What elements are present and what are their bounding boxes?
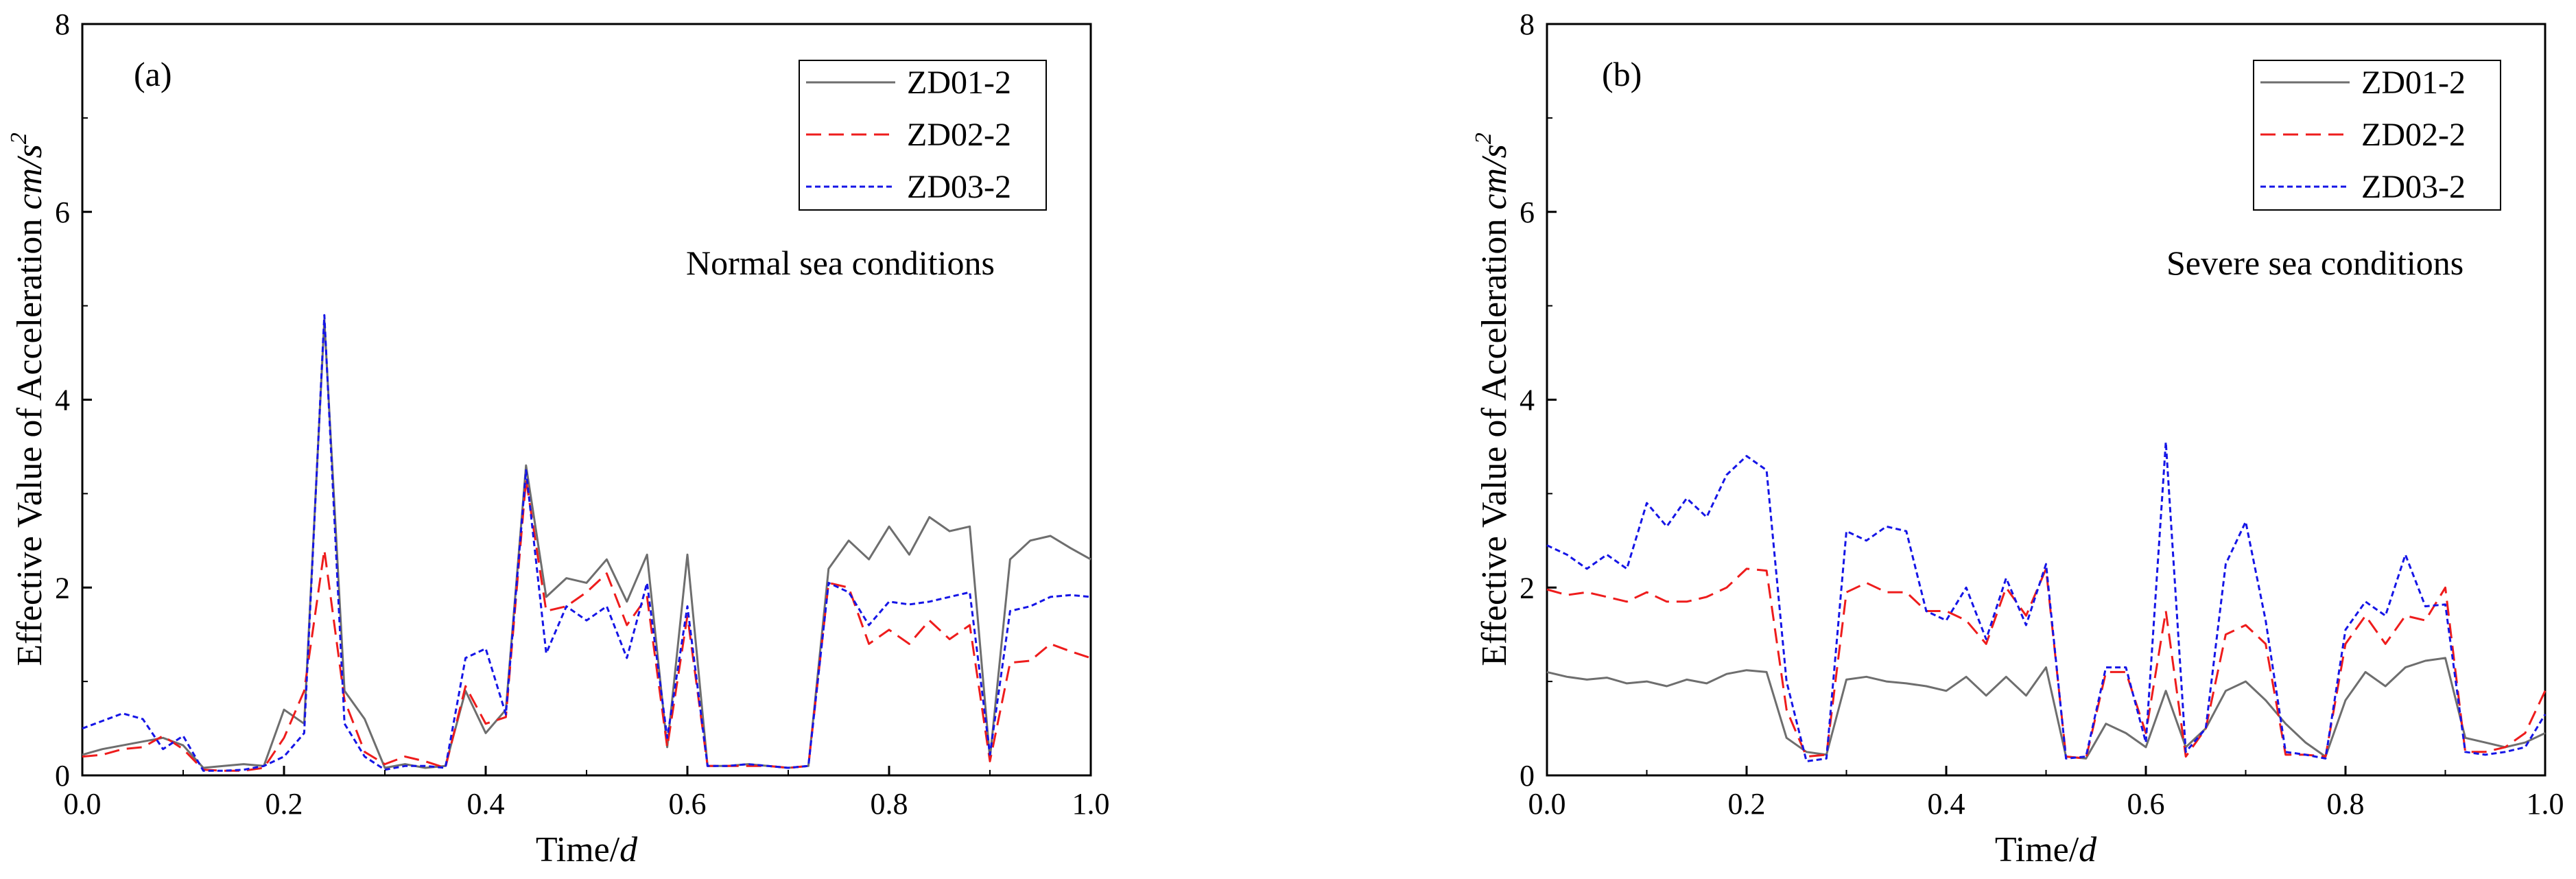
x-tick-label: 0.0 — [64, 787, 102, 821]
x-tick-label: 1.0 — [1072, 787, 1110, 821]
x-tick-label: 0.4 — [1928, 787, 1965, 821]
series-line-zd01-2 — [82, 318, 1091, 769]
x-tick-label: 0.8 — [871, 787, 908, 821]
ticks-layer: 0.0 0.2 0.4 0.6 0.8 1.0 0 2 4 6 8 — [1520, 8, 2564, 821]
x-tick-label: 0.2 — [265, 787, 303, 821]
y-tick-label: 6 — [1520, 196, 1535, 229]
x-tick-label: 0.8 — [2327, 787, 2365, 821]
legend: ZD01-2 ZD02-2 ZD03-2 — [799, 60, 1047, 211]
panel-annotation: Normal sea conditions — [686, 244, 995, 282]
series-layer — [82, 314, 1091, 772]
series-layer — [1546, 441, 2547, 762]
y-tick-label: 0 — [1520, 759, 1535, 793]
legend-label-zd01-2: ZD01-2 — [2361, 65, 2466, 101]
y-tick-label: 6 — [55, 196, 70, 229]
x-tick-label: 0.4 — [467, 787, 505, 821]
series-line-zd02-2 — [82, 478, 1091, 772]
panel-label: (a) — [134, 55, 172, 93]
x-tick-label: 0.0 — [1528, 787, 1566, 821]
legend-label-zd03-2: ZD03-2 — [2361, 169, 2466, 205]
legend-label-zd01-2: ZD01-2 — [907, 65, 1011, 101]
y-tick-label: 4 — [55, 384, 70, 417]
x-axis-title: Time/d — [1995, 830, 2097, 869]
legend-label-zd02-2: ZD02-2 — [2361, 117, 2466, 153]
panel-label: (b) — [1602, 55, 1642, 93]
y-tick-label: 4 — [1520, 384, 1535, 417]
y-tick-label: 2 — [55, 571, 70, 605]
chart-panel-a: 0.0 0.2 0.4 0.6 0.8 1.0 0 2 4 6 8 (a) Normal sea c… — [6, 8, 1110, 869]
chart-panel-b: 0.0 0.2 0.4 0.6 0.8 1.0 0 2 4 6 8 (b) Severe sea c… — [1471, 8, 2564, 869]
panel-annotation: Severe sea conditions — [2166, 244, 2463, 282]
y-tick-label: 0 — [55, 759, 70, 793]
series-line-zd03-2 — [82, 314, 1091, 772]
legend-label-zd03-2: ZD03-2 — [907, 169, 1011, 205]
series-line-zd03-2 — [1546, 441, 2547, 762]
y-axis-title: Effective Value of Acceleration cm/s2 — [1471, 132, 1514, 666]
y-tick-label: 8 — [55, 8, 70, 41]
x-tick-label: 0.2 — [1728, 787, 1766, 821]
y-tick-label: 8 — [1520, 8, 1535, 41]
series-line-zd01-2 — [1546, 657, 2546, 760]
y-tick-label: 2 — [1520, 571, 1535, 605]
x-tick-label: 0.6 — [2127, 787, 2165, 821]
x-tick-label: 1.0 — [2527, 787, 2564, 821]
x-tick-label: 0.6 — [669, 787, 707, 821]
y-axis-title: Effective Value of Acceleration cm/s2 — [6, 132, 49, 666]
series-line-zd02-2 — [1546, 567, 2547, 760]
legend: ZD01-2 ZD02-2 ZD03-2 — [2253, 60, 2501, 211]
legend-label-zd02-2: ZD02-2 — [907, 117, 1011, 153]
ticks-layer: 0.0 0.2 0.4 0.6 0.8 1.0 0 2 4 6 8 — [55, 8, 1110, 821]
x-axis-title: Time/d — [536, 830, 638, 869]
